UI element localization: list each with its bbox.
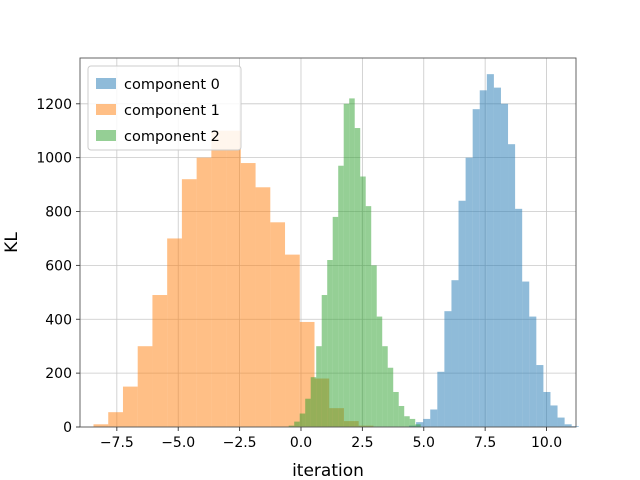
- histogram-bar: [493, 87, 501, 427]
- histogram-bar: [93, 424, 109, 427]
- y-tick-label: 1000: [36, 151, 72, 167]
- histogram-bar: [472, 109, 480, 428]
- histogram-bar: [316, 346, 322, 427]
- series-0-bars: [409, 74, 579, 428]
- histogram-bar: [393, 391, 399, 427]
- y-tick-label: 400: [45, 312, 72, 328]
- histogram-bar: [458, 200, 466, 427]
- x-tick-label: 10.0: [531, 435, 562, 451]
- histogram-bar: [409, 418, 416, 427]
- histogram-bar: [404, 416, 410, 427]
- y-axis-title: KL: [2, 232, 22, 253]
- y-axis-ticks: 0 200 400 600 800 1000 1200: [36, 97, 80, 436]
- histogram-bar: [430, 409, 438, 427]
- histogram-bar: [270, 222, 286, 427]
- y-tick-label: 600: [45, 258, 72, 274]
- histogram-bar: [321, 295, 328, 427]
- legend-swatch: [96, 130, 116, 141]
- legend-swatch: [96, 104, 116, 115]
- x-tick-label: −5.0: [161, 435, 195, 451]
- legend-label: component 1: [124, 103, 220, 119]
- x-tick-label: −2.5: [223, 435, 257, 451]
- y-tick-label: 800: [45, 205, 72, 221]
- histogram-bar: [465, 157, 473, 428]
- histogram-bar: [382, 346, 388, 427]
- histogram-bar: [338, 165, 344, 427]
- histogram-bar: [122, 386, 138, 427]
- histogram-bar: [211, 130, 227, 427]
- x-tick-label: −7.5: [100, 435, 134, 451]
- legend-label: component 2: [124, 129, 220, 145]
- histogram-bar: [437, 371, 445, 427]
- histogram-bar: [500, 103, 509, 427]
- histogram-bar: [354, 128, 361, 428]
- histogram-bar: [486, 74, 494, 427]
- histogram-bar: [137, 346, 153, 427]
- histogram-bar: [371, 265, 377, 427]
- histogram-bar: [515, 208, 523, 427]
- histogram-bar: [564, 424, 572, 427]
- x-tick-label: 5.0: [413, 435, 435, 451]
- legend: component 0 component 1 component 2: [87, 65, 242, 151]
- histogram-bar: [181, 179, 197, 427]
- x-tick-label: 2.5: [351, 435, 373, 451]
- y-tick-label: 0: [63, 420, 72, 436]
- histogram-bar: [152, 295, 168, 427]
- histogram-bar: [108, 412, 123, 427]
- legend-swatch: [96, 78, 116, 89]
- plot-area-frame: [79, 57, 577, 428]
- histogram-bar: [557, 417, 565, 427]
- histogram-bar: [387, 367, 394, 427]
- x-tick-label: 0.0: [290, 435, 312, 451]
- series-2-bars: [288, 98, 421, 428]
- histogram-bar: [543, 391, 551, 427]
- histogram-bar: [299, 413, 306, 427]
- histogram-bar: [310, 377, 317, 427]
- histogram-bar: [415, 424, 421, 427]
- histogram-bar: [522, 281, 530, 427]
- histogram-bar: [550, 405, 558, 427]
- histogram-bar: [288, 425, 295, 427]
- x-axis-title: iteration: [292, 461, 364, 480]
- histogram-bar: [226, 130, 241, 427]
- histogram-bar: [332, 216, 339, 427]
- histogram-bar: [423, 418, 431, 427]
- histogram-bar: [365, 206, 372, 427]
- histogram-bar: [376, 316, 383, 427]
- histogram-bar: [294, 421, 300, 427]
- histogram-bar: [240, 163, 256, 427]
- legend-label: component 0: [124, 77, 220, 93]
- histogram-bar: [305, 398, 311, 427]
- x-axis-ticks: −7.5 −5.0 −2.5 0.0 2.5 5.0 7.5 10.0: [100, 427, 562, 451]
- histogram-bar: [536, 365, 544, 427]
- histogram-bar: [444, 311, 452, 427]
- histogram-bar: [349, 98, 355, 427]
- histogram-bar: [451, 280, 459, 427]
- histogram-bar: [398, 405, 405, 427]
- histogram-bar: [343, 103, 350, 427]
- histogram-bar: [360, 176, 366, 427]
- x-tick-label: 7.5: [474, 435, 496, 451]
- histogram-bar: [285, 254, 300, 427]
- histogram-bar: [508, 144, 516, 428]
- histogram-bar: [167, 238, 182, 427]
- legend-box: [87, 65, 242, 151]
- histogram-bar: [196, 157, 212, 428]
- y-tick-label: 200: [45, 366, 72, 382]
- histogram-bar: [327, 260, 333, 427]
- histogram-bar: [479, 90, 487, 427]
- histogram-bars: [93, 74, 579, 428]
- y-tick-label: 1200: [36, 97, 72, 113]
- histogram-bar: [529, 316, 537, 427]
- histogram-bar: [255, 187, 271, 427]
